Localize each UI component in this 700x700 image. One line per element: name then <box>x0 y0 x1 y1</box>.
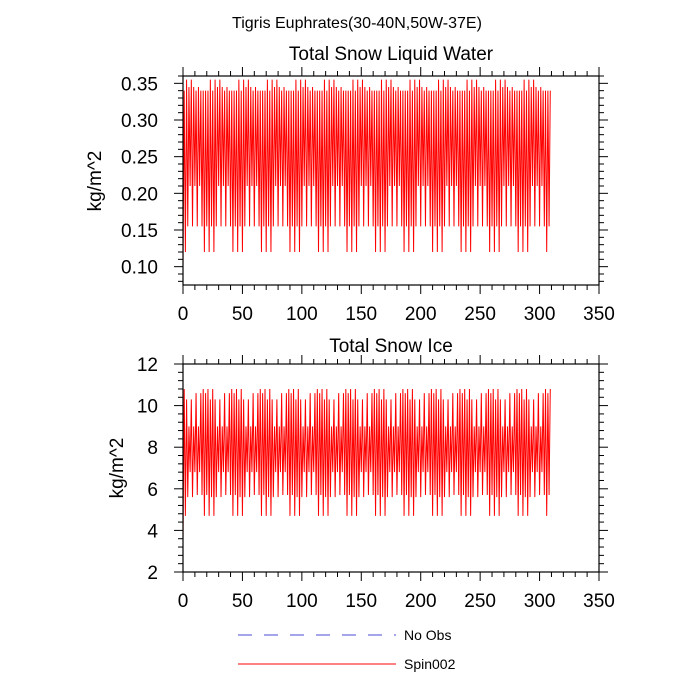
panel-snow-liquid-water: Total Snow Liquid Water kg/m^2 0 50 100 150… <box>85 44 615 325</box>
y-axis-label: kg/m^2 <box>85 151 106 212</box>
legend-label-spin002: Spin002 <box>404 656 456 672</box>
x-tick-label: 0 <box>178 304 189 325</box>
y-tick-label: 0.30 <box>121 111 158 132</box>
y-tick-label: 12 <box>137 355 158 376</box>
x-tick-label: 250 <box>464 304 496 325</box>
y-axis-label: kg/m^2 <box>107 438 128 499</box>
panel-snow-ice: Total Snow Ice kg/m^2 0 50 100 150 200 250 300… <box>107 336 615 612</box>
x-tick-label: 100 <box>286 591 318 612</box>
panel-title: Total Snow Liquid Water <box>289 44 494 65</box>
x-tick-label: 350 <box>583 304 615 325</box>
series-line-spin002 <box>182 388 551 541</box>
y-tick-label: 4 <box>147 521 158 542</box>
plot-frame <box>182 363 600 573</box>
plot-frame <box>182 75 600 286</box>
x-tick-label: 150 <box>345 591 377 612</box>
y-tick-label: 0.20 <box>121 184 158 205</box>
y-tick-label: 0.10 <box>121 258 158 279</box>
legend-label-no-obs: No Obs <box>404 627 451 643</box>
x-tick-label: 250 <box>464 591 496 612</box>
y-tick-label: 8 <box>147 438 158 459</box>
y-tick-label: 0.15 <box>121 221 158 242</box>
x-tick-label: 200 <box>405 304 437 325</box>
series-line-spin002 <box>182 79 551 267</box>
legend: No Obs Spin002 <box>238 627 456 672</box>
figure-title: Tigris Euphrates(30-40N,50W-37E) <box>232 15 482 32</box>
x-tick-label: 300 <box>524 591 556 612</box>
x-tick-label: 50 <box>232 591 253 612</box>
y-tick-label: 2 <box>147 563 158 584</box>
x-tick-label: 300 <box>524 304 556 325</box>
y-tick-label: 6 <box>147 480 158 501</box>
y-tick-label: 10 <box>137 397 158 418</box>
x-tick-label: 50 <box>232 304 253 325</box>
x-tick-label: 350 <box>583 591 615 612</box>
x-tick-label: 100 <box>286 304 318 325</box>
x-tick-label: 200 <box>405 591 437 612</box>
y-tick-label: 0.35 <box>121 74 158 95</box>
x-tick-label: 0 <box>178 591 189 612</box>
x-tick-label: 150 <box>345 304 377 325</box>
y-tick-label: 0.25 <box>121 148 158 169</box>
panel-title: Total Snow Ice <box>329 336 453 357</box>
